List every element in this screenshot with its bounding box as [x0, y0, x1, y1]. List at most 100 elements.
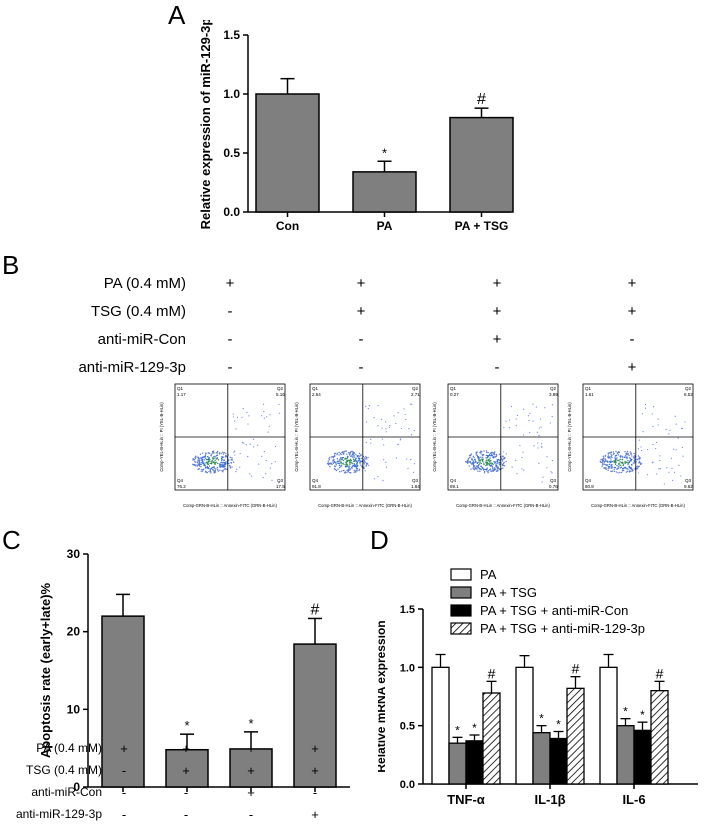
cell-dot	[327, 462, 330, 464]
cell-dot	[213, 462, 216, 464]
cell-dot	[340, 465, 343, 467]
bar-0	[101, 615, 145, 788]
cell-dot	[365, 421, 368, 423]
cell-dot	[232, 461, 235, 463]
cell-dot	[252, 438, 255, 440]
x-tick-label: PA + TSG	[455, 219, 509, 233]
cell-dot	[400, 427, 403, 430]
cell-dot	[352, 465, 354, 467]
cell-dot	[476, 451, 478, 453]
cell-dot	[469, 454, 472, 456]
cell-dot	[541, 481, 543, 483]
cell-dot	[229, 466, 231, 468]
cell-dot	[196, 465, 199, 467]
cell-dot	[490, 453, 493, 456]
cell-dot	[192, 458, 194, 460]
cell-dot	[638, 462, 640, 464]
cell-dot	[486, 463, 488, 465]
cell-dot	[348, 466, 350, 469]
cell-dot	[467, 457, 470, 460]
quadrant-q4-label: Q4	[585, 478, 592, 483]
cell-dot	[473, 458, 476, 461]
cell-dot	[665, 428, 667, 430]
cell-dot	[546, 467, 548, 469]
cell-dot	[203, 456, 205, 458]
cell-dot	[353, 469, 355, 472]
cell-dot	[361, 466, 363, 468]
cell-dot	[627, 462, 629, 464]
cell-dot	[497, 469, 499, 472]
cell-dot	[207, 463, 210, 466]
cell-dot	[529, 412, 531, 415]
cell-dot	[358, 468, 361, 471]
cell-dot	[202, 469, 204, 471]
cell-dot	[671, 467, 673, 470]
cell-dot	[638, 456, 641, 458]
cell-dot	[328, 458, 331, 461]
cell-dot	[229, 456, 231, 459]
cell-dot	[620, 466, 623, 468]
cell-dot	[610, 464, 612, 466]
cell-dot	[353, 452, 356, 454]
cell-dot	[218, 452, 221, 454]
cell-dot	[222, 453, 225, 455]
cell-dot	[230, 462, 233, 464]
cell-dot	[478, 457, 480, 459]
quadrant-q4-value: 80.8	[585, 484, 594, 489]
cell-dot	[397, 443, 399, 445]
cell-dot	[601, 464, 604, 466]
cell-dot	[329, 465, 331, 468]
cell-dot	[200, 470, 202, 472]
cell-dot	[368, 405, 371, 407]
cell-dot	[678, 464, 680, 466]
cell-dot	[479, 470, 481, 472]
cell-dot	[607, 454, 609, 456]
cell-dot	[538, 427, 540, 429]
cell-dot	[501, 460, 504, 462]
cell-dot	[538, 435, 540, 437]
cell-dot	[365, 441, 367, 444]
cell-dot	[214, 459, 216, 462]
flow-y-axis-label: Comp-YEL-B-HLin :: PI (YEL-B-HLin)	[432, 402, 437, 472]
cell-dot	[486, 454, 489, 457]
quadrant-q2-label: Q2	[685, 386, 692, 391]
panel-c-sign: +	[247, 741, 255, 756]
cell-dot	[360, 454, 362, 457]
cell-dot	[224, 465, 226, 468]
panel-c-letter: C	[2, 525, 21, 555]
cell-dot	[220, 465, 222, 468]
cell-dot	[356, 470, 358, 472]
cell-dot	[212, 458, 215, 460]
cell-dot	[619, 464, 622, 466]
cell-dot	[483, 470, 486, 473]
cell-dot	[479, 459, 482, 461]
y-tick-label: 0	[73, 780, 80, 794]
cell-dot	[351, 456, 354, 458]
flow-x-axis-label: Comp-GRN-B-HLin :: Annexin-FITC (GRN-B-H…	[318, 503, 412, 508]
cell-dot	[200, 465, 202, 468]
cell-dot	[198, 467, 200, 470]
cell-dot	[537, 447, 539, 449]
cell-dot	[210, 467, 212, 470]
cell-dot	[626, 450, 629, 453]
cell-dot	[200, 457, 202, 459]
cell-dot	[495, 470, 498, 472]
cell-dot	[470, 462, 472, 464]
cell-dot	[339, 462, 341, 465]
bar-2-3	[650, 690, 669, 785]
cell-dot	[619, 471, 621, 474]
cell-dot	[634, 458, 636, 461]
cell-dot	[337, 468, 339, 470]
cell-dot	[356, 467, 358, 470]
panel-c-sign: +	[311, 741, 319, 756]
cell-dot	[607, 457, 610, 459]
cell-dot	[239, 466, 241, 468]
bar-0	[255, 93, 320, 213]
cell-dot	[641, 413, 643, 415]
cell-dot	[468, 465, 470, 467]
cell-dot	[197, 457, 200, 459]
cell-dot	[622, 469, 625, 471]
